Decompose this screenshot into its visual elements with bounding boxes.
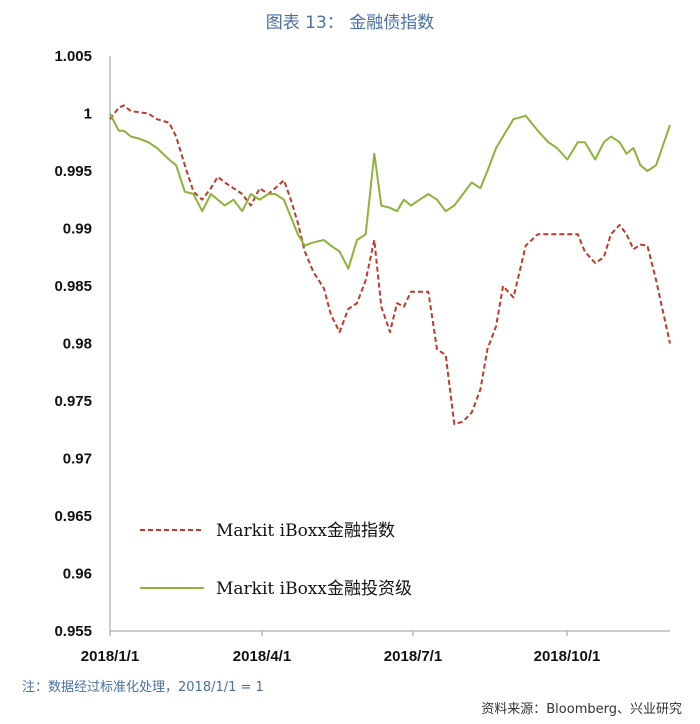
legend: Markit iBoxx金融指数 Markit iBoxx金融投资级 xyxy=(140,521,412,599)
series-line-2 xyxy=(109,113,671,270)
source-note: 资料来源：Bloomberg、兴业研究 xyxy=(481,702,682,717)
chart-title: 图表 13： 金融债指数 xyxy=(265,13,435,33)
footnote: 注：数据经过标准化处理，2018/1/1 = 1 xyxy=(22,680,264,695)
y-tick-label: 0.955 xyxy=(54,623,92,640)
y-tick-label: 0.98 xyxy=(63,336,92,353)
x-tick-label: 2018/7/1 xyxy=(384,648,442,665)
x-axis: 2018/1/1 2018/4/1 2018/7/1 2018/10/1 xyxy=(81,631,601,665)
series-group xyxy=(109,104,671,425)
y-tick-label: 0.975 xyxy=(54,393,92,410)
series-line-1 xyxy=(109,104,671,425)
y-tick-label: 0.995 xyxy=(54,163,92,180)
y-tick-label: 1.005 xyxy=(54,48,92,65)
y-tick-label: 0.97 xyxy=(63,451,92,468)
y-tick-label: 0.965 xyxy=(54,508,92,525)
x-tick-label: 2018/1/1 xyxy=(81,648,139,665)
y-tick-label: 0.99 xyxy=(63,221,92,238)
legend-label-2: Markit iBoxx金融投资级 xyxy=(216,579,412,599)
y-tick-label: 0.96 xyxy=(63,566,92,583)
legend-label-1: Markit iBoxx金融指数 xyxy=(216,521,395,541)
x-tick-label: 2018/4/1 xyxy=(233,648,291,665)
y-axis: 1.005 1 0.995 0.99 0.985 0.98 0.975 0.97 0.965 0.… xyxy=(54,48,92,640)
y-tick-label: 0.985 xyxy=(54,278,92,295)
y-tick-label: 1 xyxy=(84,106,92,123)
x-tick-label: 2018/10/1 xyxy=(534,648,601,665)
